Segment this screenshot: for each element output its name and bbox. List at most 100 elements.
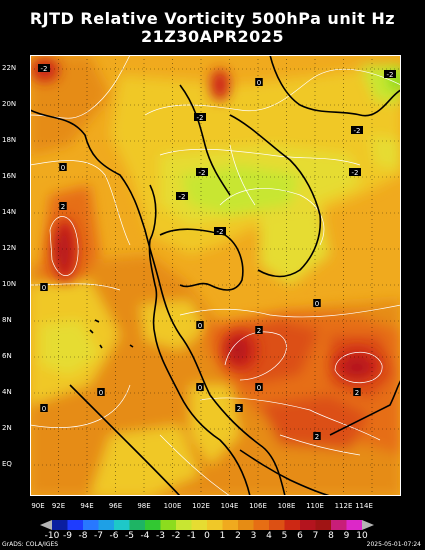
colorbar-swatch bbox=[160, 520, 177, 530]
footer-timestamp: 2025-05-01-07:24 bbox=[366, 541, 421, 548]
latitude-label: 16N bbox=[2, 172, 17, 180]
contour-labels: 0 -2 0 -2 -2 -2 -2 -2 2 0 0 0 2 0 0 2 0 2 0 2 -2 -2 bbox=[38, 64, 396, 441]
svg-text:-2: -2 bbox=[354, 127, 361, 135]
svg-text:0: 0 bbox=[99, 389, 103, 397]
colorbar-swatch bbox=[114, 520, 130, 530]
contour-label: 0 bbox=[59, 163, 67, 172]
latitude-label: 12N bbox=[2, 244, 17, 252]
colorbar-swatch bbox=[346, 520, 363, 530]
colorbar-label: -8 bbox=[78, 531, 88, 541]
svg-text:0: 0 bbox=[198, 322, 202, 330]
contour-label: -2 bbox=[194, 113, 206, 122]
footer-credit: GrADS: COLA/IGES bbox=[2, 541, 59, 548]
svg-text:0: 0 bbox=[42, 284, 46, 292]
svg-text:0: 0 bbox=[61, 164, 65, 172]
latitude-label: 20N bbox=[2, 100, 17, 108]
contour-label: -2 bbox=[196, 168, 208, 177]
contour-label: -2 bbox=[351, 126, 363, 135]
colorbar-swatch bbox=[67, 520, 84, 530]
latitude-label: EQ bbox=[2, 460, 12, 468]
svg-text:2: 2 bbox=[315, 433, 319, 441]
longitude-label: 110E bbox=[306, 502, 324, 510]
longitude-label: 92E bbox=[51, 502, 66, 510]
vorticity-map-canvas: 0 -2 0 -2 -2 -2 -2 -2 2 0 0 0 2 0 0 2 0 2 0 2 -2 -2 bbox=[30, 55, 401, 496]
latitude-label: 18N bbox=[2, 136, 17, 144]
colorbar-label: 6 bbox=[297, 531, 303, 541]
contour-label: 0 bbox=[40, 283, 48, 292]
map-frame bbox=[30, 55, 401, 496]
vorticity-map: 0 -2 0 -2 -2 -2 -2 -2 2 0 0 0 2 0 0 2 0 2 0 2 -2 -2 bbox=[30, 55, 401, 496]
colorbar-label: -4 bbox=[140, 531, 150, 541]
svg-text:2: 2 bbox=[355, 389, 359, 397]
colorbar-label: 9 bbox=[343, 531, 350, 541]
colorbar-swatch bbox=[300, 520, 316, 530]
colorbar-underflow bbox=[40, 520, 52, 530]
colorbar-label: 2 bbox=[235, 531, 241, 541]
longitude-label: 102E bbox=[192, 502, 210, 510]
colorbar-swatch bbox=[145, 520, 161, 530]
contour-label: 0 bbox=[255, 78, 263, 87]
longitude-label: 114E bbox=[355, 502, 373, 510]
contour-label: 0 bbox=[97, 388, 105, 397]
colorbar-swatch bbox=[98, 520, 115, 530]
longitude-label: 108E bbox=[277, 502, 296, 510]
colorbar-swatch bbox=[129, 520, 146, 530]
latitude-label: 8N bbox=[2, 316, 12, 324]
colorbar-swatch bbox=[331, 520, 347, 530]
colorbar bbox=[40, 520, 374, 530]
latitude-label: 22N bbox=[2, 64, 17, 72]
contour-label: 2 bbox=[235, 404, 243, 413]
colorbar-swatch bbox=[238, 520, 254, 530]
contour-label: 0 bbox=[255, 383, 263, 392]
svg-text:-2: -2 bbox=[179, 193, 186, 201]
contour-label: -2 bbox=[349, 168, 361, 177]
svg-text:0: 0 bbox=[315, 300, 319, 308]
svg-text:-2: -2 bbox=[199, 169, 206, 177]
longitude-label: 98E bbox=[137, 502, 151, 510]
svg-text:-2: -2 bbox=[41, 65, 48, 73]
colorbar-label: 3 bbox=[250, 531, 257, 541]
longitude-label: 96E bbox=[108, 502, 123, 510]
longitude-label: 94E bbox=[80, 502, 94, 510]
map-valid-time: 21Z30APR2025 bbox=[140, 27, 285, 46]
contour-label: -2 bbox=[38, 64, 50, 73]
coastlines bbox=[30, 55, 401, 496]
contour-label: 0 bbox=[196, 383, 204, 392]
colorbar-swatch bbox=[269, 520, 285, 530]
svg-text:0: 0 bbox=[257, 384, 261, 392]
colorbar-overflow bbox=[362, 520, 374, 530]
colorbar-label: 5 bbox=[281, 531, 288, 541]
longitude-label: 112E bbox=[334, 502, 353, 510]
contour-lines bbox=[30, 55, 401, 496]
svg-text:0: 0 bbox=[198, 384, 202, 392]
longitude-label: 100E bbox=[163, 502, 182, 510]
contour-label: 0 bbox=[313, 299, 321, 308]
contour-label: -2 bbox=[214, 227, 226, 236]
svg-text:2: 2 bbox=[237, 405, 241, 413]
field-maxima bbox=[31, 58, 401, 383]
latitude-label: 2N bbox=[2, 424, 12, 432]
map-title: RJTD Relative Vorticity 500hPa unit Hz bbox=[29, 9, 396, 28]
colorbar-swatch bbox=[207, 520, 223, 530]
contour-label: 2 bbox=[255, 326, 263, 335]
colorbar-label: 10 bbox=[356, 531, 368, 541]
contour-label: 0 bbox=[196, 321, 204, 330]
svg-text:-2: -2 bbox=[217, 228, 224, 236]
colorbar-label: -1 bbox=[187, 531, 196, 541]
colorbar-label: -2 bbox=[171, 531, 181, 541]
colorbar-label: 4 bbox=[266, 531, 272, 541]
latitude-label: 4N bbox=[2, 388, 12, 396]
colorbar-swatch bbox=[52, 520, 68, 530]
svg-text:0: 0 bbox=[257, 79, 261, 87]
colorbar-label: 7 bbox=[312, 531, 319, 541]
colorbar-label: 1 bbox=[219, 531, 226, 541]
svg-text:-2: -2 bbox=[197, 114, 204, 122]
latitude-label: 14N bbox=[2, 208, 17, 216]
colorbar-swatch bbox=[253, 520, 270, 530]
longitude-label: 104E bbox=[220, 502, 239, 510]
colorbar-label: -10 bbox=[44, 531, 60, 541]
longitude-label: 106E bbox=[249, 502, 267, 510]
contour-label: -2 bbox=[176, 192, 188, 201]
colorbar-label: 0 bbox=[204, 531, 210, 541]
contour-label: 2 bbox=[313, 432, 321, 441]
